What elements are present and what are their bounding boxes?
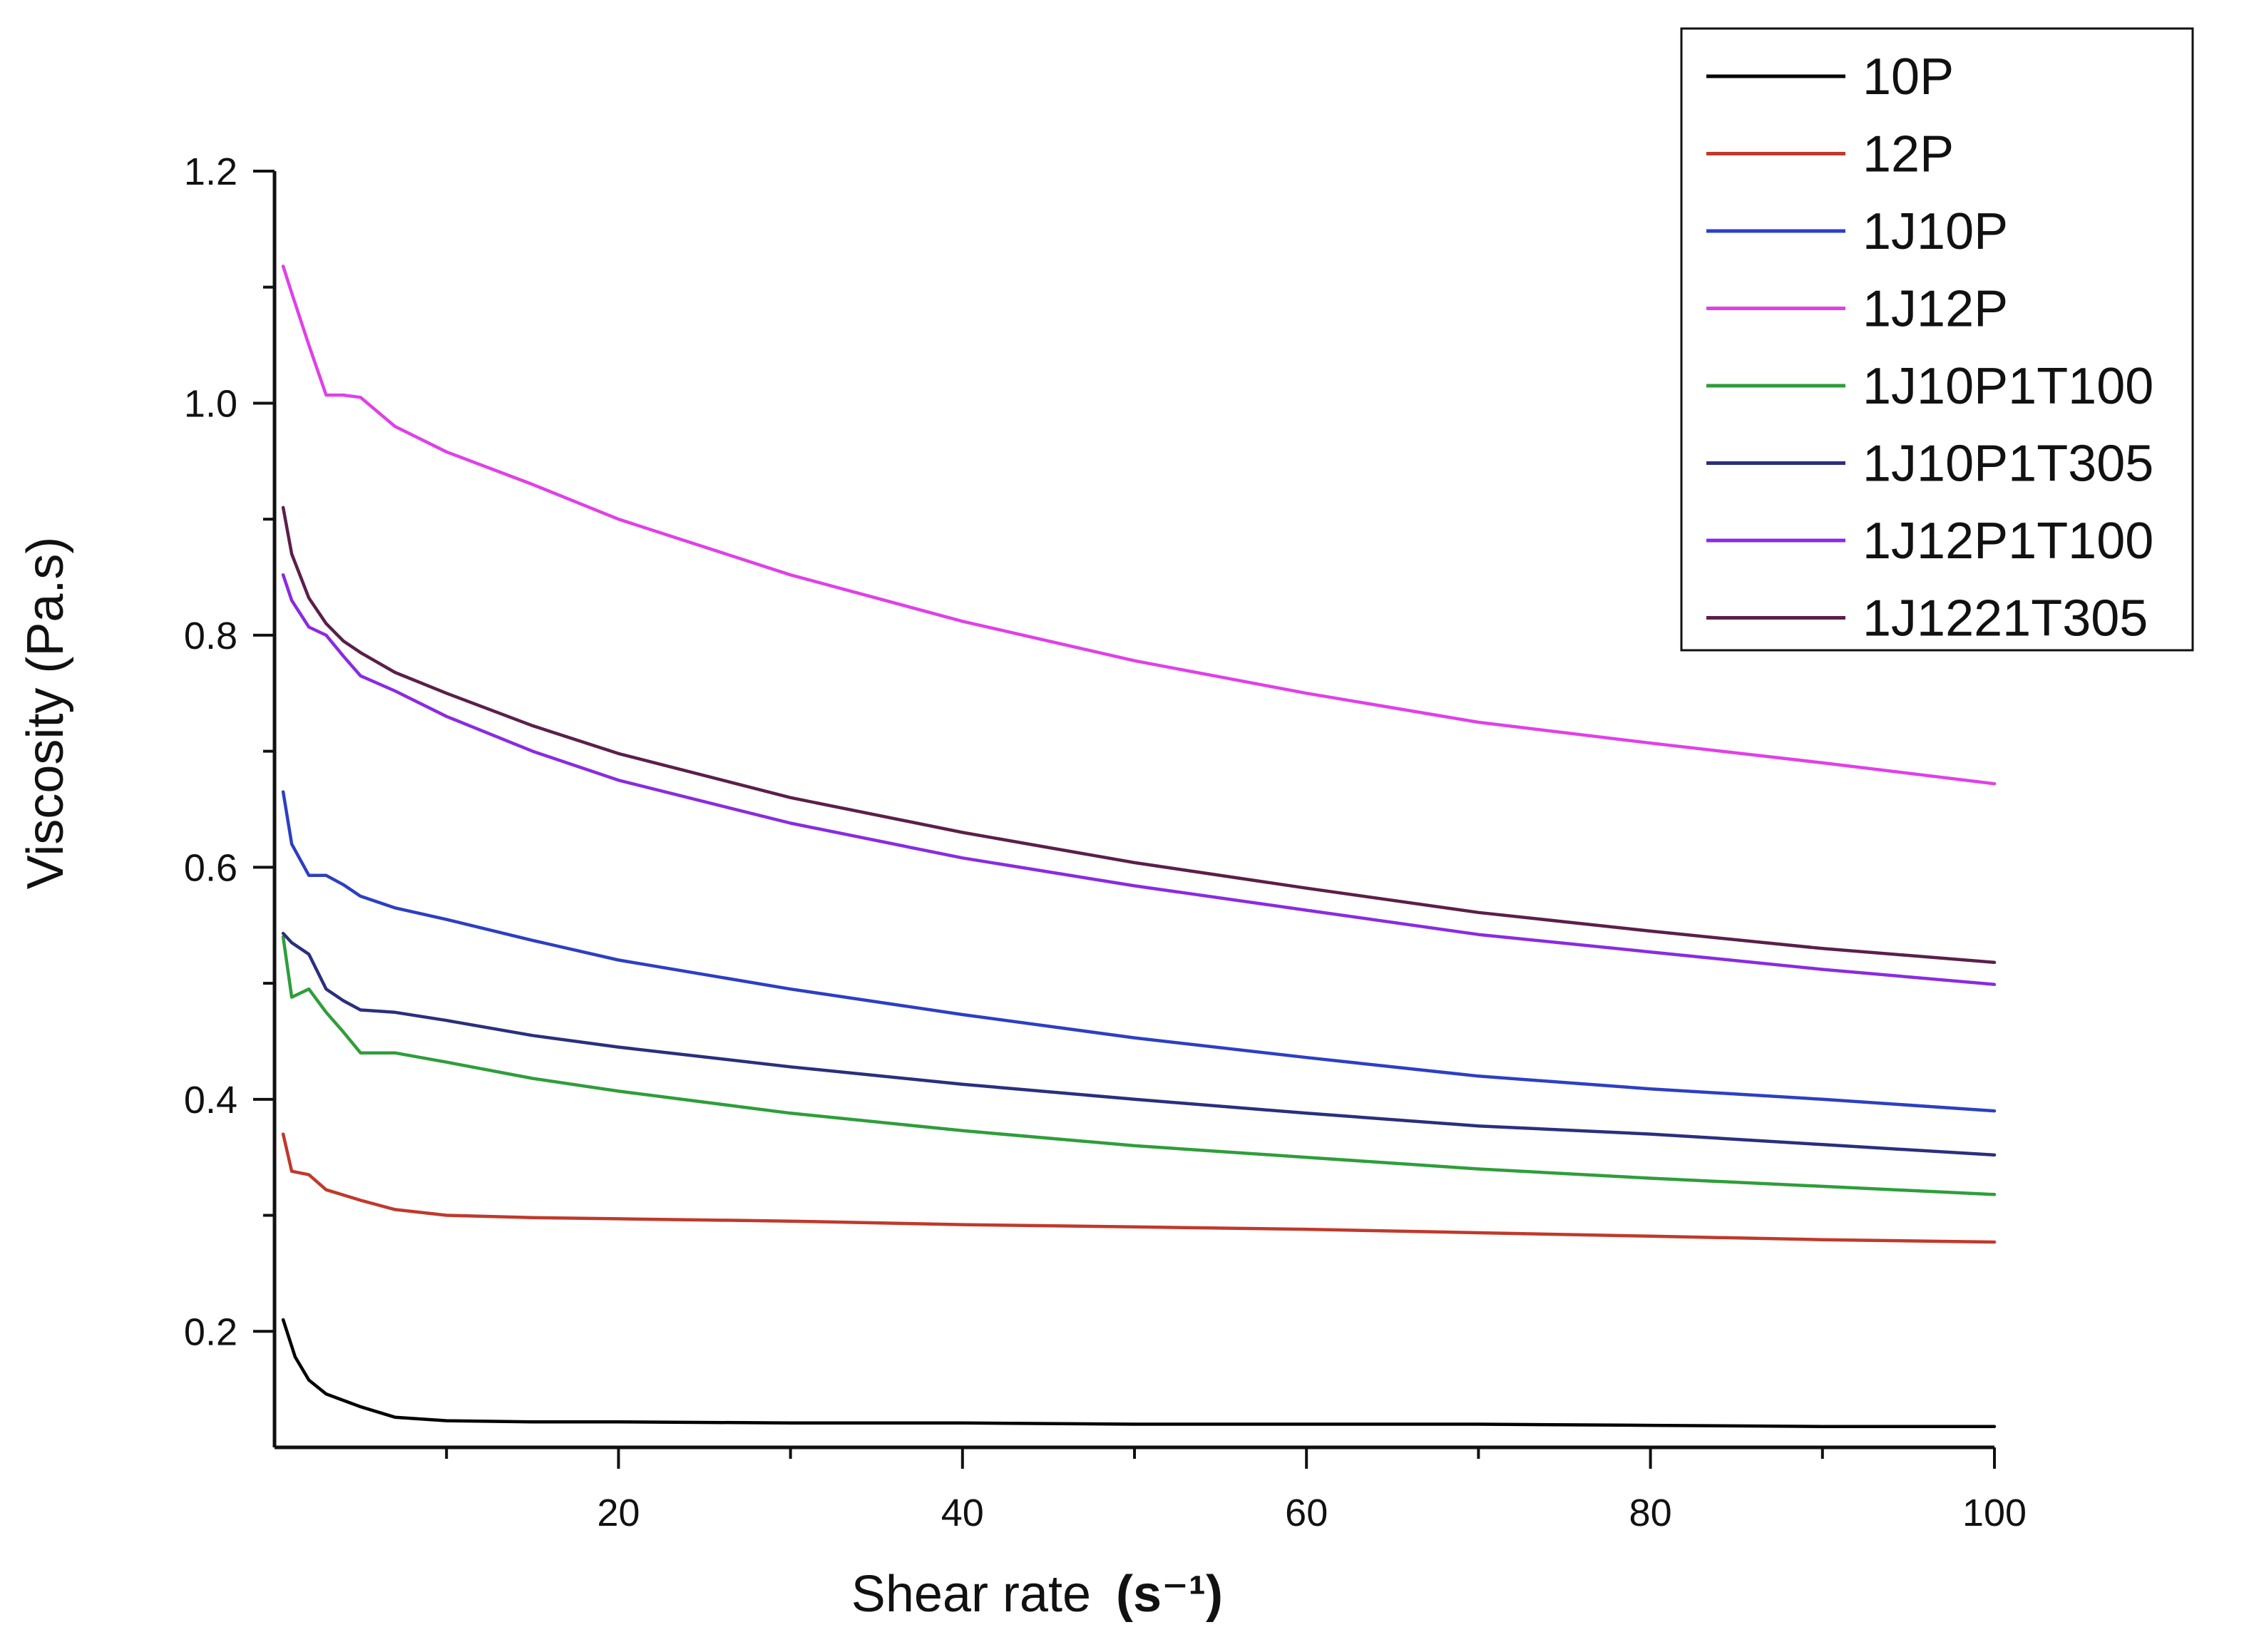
legend-label-1j1221t305: 1J1221T305 [1863,590,2148,647]
legend-label-1j10p: 1J10P [1863,203,2008,260]
x-tick-label: 100 [1962,1492,2027,1534]
y-tick-label: 0.8 [184,615,237,657]
series-line-10p [281,1318,1997,1428]
series-line-1j10p [281,790,1997,1113]
y-axis-title: Viscosity (Pa.s) [17,537,74,890]
series-lines [281,265,1997,1428]
legend-label-1j10p1t305: 1J10P1T305 [1863,436,2153,493]
series-line-1j10p1t305 [281,931,1997,1157]
x-axis-unit: (s⁻¹) [1116,1566,1223,1623]
y-axis-ticks: 0.2 0.4 0.6 0.8 1.0 1.2 [184,150,275,1353]
y-tick-label: 1.2 [184,150,237,193]
legend-label-1j10p1t100: 1J10P1T100 [1863,358,2153,415]
legend-label-12p: 12P [1863,126,1954,183]
legend: 10P 12P 1J10P 1J12P 1J10P1T100 1J10P1T305 1J12… [1680,27,2194,652]
legend-items: 10P 12P 1J10P 1J12P 1J10P1T100 1J10P1T305 1J12… [1706,48,2153,647]
series-line-12p [281,1132,1997,1244]
series-line-1j10p1t100 [281,935,1997,1196]
y-tick-label: 0.4 [184,1079,237,1122]
series-line-1j12p [281,265,1997,786]
x-axis-title: Shear rate [851,1566,1091,1623]
series-line-1j12p1t100 [281,573,1997,986]
x-tick-label: 40 [941,1492,984,1534]
legend-box [1680,27,2194,652]
legend-label-1j12p1t100: 1J12P1T100 [1863,513,2153,570]
series-line-1j1221t305 [281,506,1997,965]
x-tick-label: 80 [1629,1492,1672,1534]
plot-area: 0.2 0.4 0.6 0.8 1.0 1.2 20 40 60 80 100 [184,150,2027,1534]
legend-label-10p: 10P [1863,48,1954,106]
legend-label-1j12p: 1J12P [1863,281,2008,338]
x-tick-label: 20 [597,1492,640,1534]
x-axis-ticks: 20 40 60 80 100 [445,1447,2027,1534]
x-tick-label: 60 [1285,1492,1328,1534]
y-tick-label: 1.0 [184,382,237,425]
y-tick-label: 0.6 [184,846,237,889]
y-tick-label: 0.2 [184,1310,237,1353]
